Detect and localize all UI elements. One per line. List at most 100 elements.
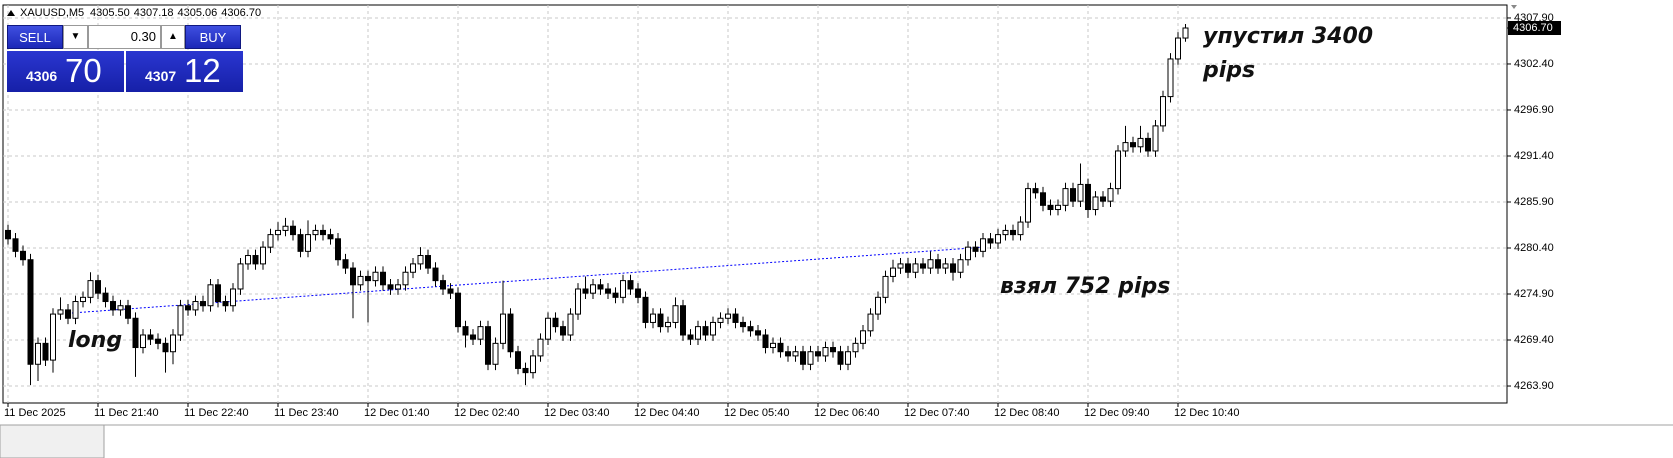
ask-big: 4307 — [145, 68, 177, 84]
candle-body — [305, 234, 311, 252]
candle-body — [57, 309, 64, 315]
candle-body — [1092, 196, 1099, 211]
x-tick-label: 11 Dec 22:40 — [184, 407, 249, 419]
candle-body — [672, 305, 679, 323]
candle-body — [807, 351, 814, 365]
candle-body — [252, 255, 259, 265]
ask-small: 12 — [184, 52, 221, 89]
candle-body — [642, 296, 649, 323]
candle-body — [387, 284, 394, 290]
candle-body — [867, 313, 874, 332]
candle-body — [350, 267, 356, 286]
candle-body — [905, 263, 911, 273]
candle-body — [875, 296, 881, 315]
candle-body — [327, 234, 334, 240]
x-tick-label: 12 Dec 04:40 — [634, 407, 699, 419]
candle-body — [927, 259, 934, 269]
candle-body — [747, 326, 754, 332]
candle-body — [687, 334, 694, 340]
candle-body — [1175, 37, 1181, 60]
bid-big: 4306 — [26, 68, 58, 84]
candle-body — [822, 347, 829, 357]
tab[interactable] — [0, 424, 105, 458]
buy-button[interactable]: BUY — [185, 25, 241, 49]
candle-body — [192, 301, 199, 311]
candle-body — [665, 321, 671, 328]
candle-body — [1010, 229, 1016, 236]
lot-up[interactable]: ▲ — [161, 25, 185, 49]
candle-body — [117, 305, 124, 311]
candle-body — [1062, 188, 1069, 206]
candle-body — [792, 351, 799, 357]
candle-body — [830, 347, 836, 353]
plot-frame — [2, 4, 1508, 404]
candle-body — [582, 288, 589, 294]
candle-body — [335, 238, 341, 261]
candle-body — [537, 338, 544, 357]
candle-body — [230, 288, 236, 307]
y-tick-label: 4291.40 — [1514, 150, 1554, 162]
candle-body — [762, 334, 769, 349]
candle-body — [740, 321, 746, 328]
candle-body — [627, 280, 634, 290]
candle-body — [207, 284, 214, 307]
candle-body — [995, 234, 1001, 244]
candle-body — [1107, 188, 1114, 202]
candle-body — [912, 263, 919, 273]
candle-body — [125, 305, 131, 319]
candle-body — [260, 246, 266, 265]
candle-body — [522, 367, 529, 374]
candle-body — [177, 305, 184, 336]
x-tick-label: 11 Dec 21:40 — [94, 407, 159, 419]
y-tick-label: 4307.90 — [1514, 12, 1554, 24]
annotation: long — [68, 328, 123, 353]
candle-body — [357, 275, 364, 286]
candle-body — [710, 321, 716, 336]
candle-body — [770, 342, 776, 349]
x-tick-label: 12 Dec 03:40 — [544, 407, 609, 419]
candle-body — [657, 313, 664, 328]
candle-body — [1002, 229, 1009, 236]
x-tick-label: 11 Dec 2025 — [4, 407, 66, 419]
x-tick-label: 11 Dec 23:40 — [274, 407, 339, 419]
candle-body — [162, 342, 169, 353]
candle-body — [702, 326, 709, 336]
candle-body — [402, 271, 409, 286]
candle-body — [972, 246, 979, 252]
header-ohlc: 4305.50 — [90, 7, 130, 19]
candle-body — [102, 292, 109, 303]
x-tick-label: 12 Dec 09:40 — [1084, 407, 1149, 419]
candle-body — [897, 263, 904, 269]
sell-button[interactable]: SELL — [7, 25, 63, 49]
candle-body — [1070, 188, 1076, 202]
shift-marker — [1511, 5, 1517, 9]
candle-body — [110, 301, 116, 311]
y-tick-label: 4285.90 — [1514, 196, 1554, 208]
x-tick-label: 12 Dec 07:40 — [904, 407, 969, 419]
candle-body — [882, 275, 889, 298]
candle-body — [530, 355, 536, 374]
candle-body — [87, 280, 94, 298]
candle-body — [545, 317, 551, 340]
candle-body — [417, 255, 424, 265]
ask-quote[interactable]: 4307 12 — [126, 51, 243, 92]
candle-body — [920, 263, 926, 269]
lot-field[interactable]: 0.30 — [88, 25, 161, 49]
candle-body — [395, 284, 401, 290]
candle-body — [942, 263, 949, 269]
candle-body — [1085, 183, 1091, 211]
candle-body — [1100, 196, 1106, 202]
candle-body — [455, 292, 461, 328]
bid-small: 70 — [65, 52, 102, 89]
candle-body — [1145, 137, 1151, 152]
candle-body — [275, 229, 281, 236]
candle-body — [372, 271, 379, 282]
lot-down[interactable]: ▼ — [63, 25, 88, 49]
bid-quote[interactable]: 4306 70 — [7, 51, 124, 92]
candle-body — [267, 234, 274, 248]
current-price-box — [1508, 21, 1561, 36]
candle-body — [717, 317, 724, 323]
candle-body — [620, 280, 626, 298]
candle-body — [440, 280, 446, 290]
